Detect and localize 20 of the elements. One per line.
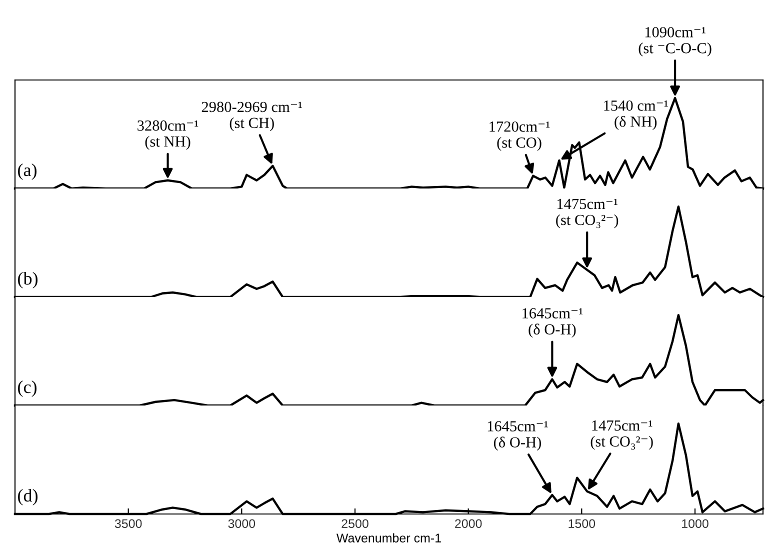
annotation: 1720cm⁻¹ (st CO) <box>490 121 550 151</box>
annotation: (a) <box>18 163 36 180</box>
annotation: (c) <box>18 380 36 397</box>
x-tick-label: 3000 <box>228 519 256 528</box>
annotation: (d) <box>18 488 38 506</box>
annotation: 1475cm⁻¹ (st CO₃²⁻) <box>590 420 653 450</box>
annotation: (b) <box>18 272 38 288</box>
x-tick-label: 2000 <box>455 519 482 528</box>
x-tick-label: 1500 <box>568 519 596 528</box>
x-tick-label: 3500 <box>114 519 142 528</box>
annotation: 1090cm⁻¹ (st ⁻C-O-C) <box>638 27 712 56</box>
x-axis-title: Wavenumber cm-1 <box>336 533 441 542</box>
annotation: 3280cm⁻¹ (st NH) <box>138 120 198 150</box>
x-tick-label: 1000 <box>682 519 708 528</box>
annotation: 2980-2969 cm⁻¹ (st CH) <box>202 102 302 132</box>
annotation: 1540 cm⁻¹ (δ NH) <box>604 100 668 130</box>
annotation: 1645cm⁻¹ (δ O-H) <box>488 421 548 451</box>
x-tick-label: 2500 <box>342 519 368 528</box>
annotation: 1475cm⁻¹ (st CO₃²⁻) <box>556 198 618 228</box>
annotation: 1645cm⁻¹ (δ O-H) <box>522 308 583 338</box>
